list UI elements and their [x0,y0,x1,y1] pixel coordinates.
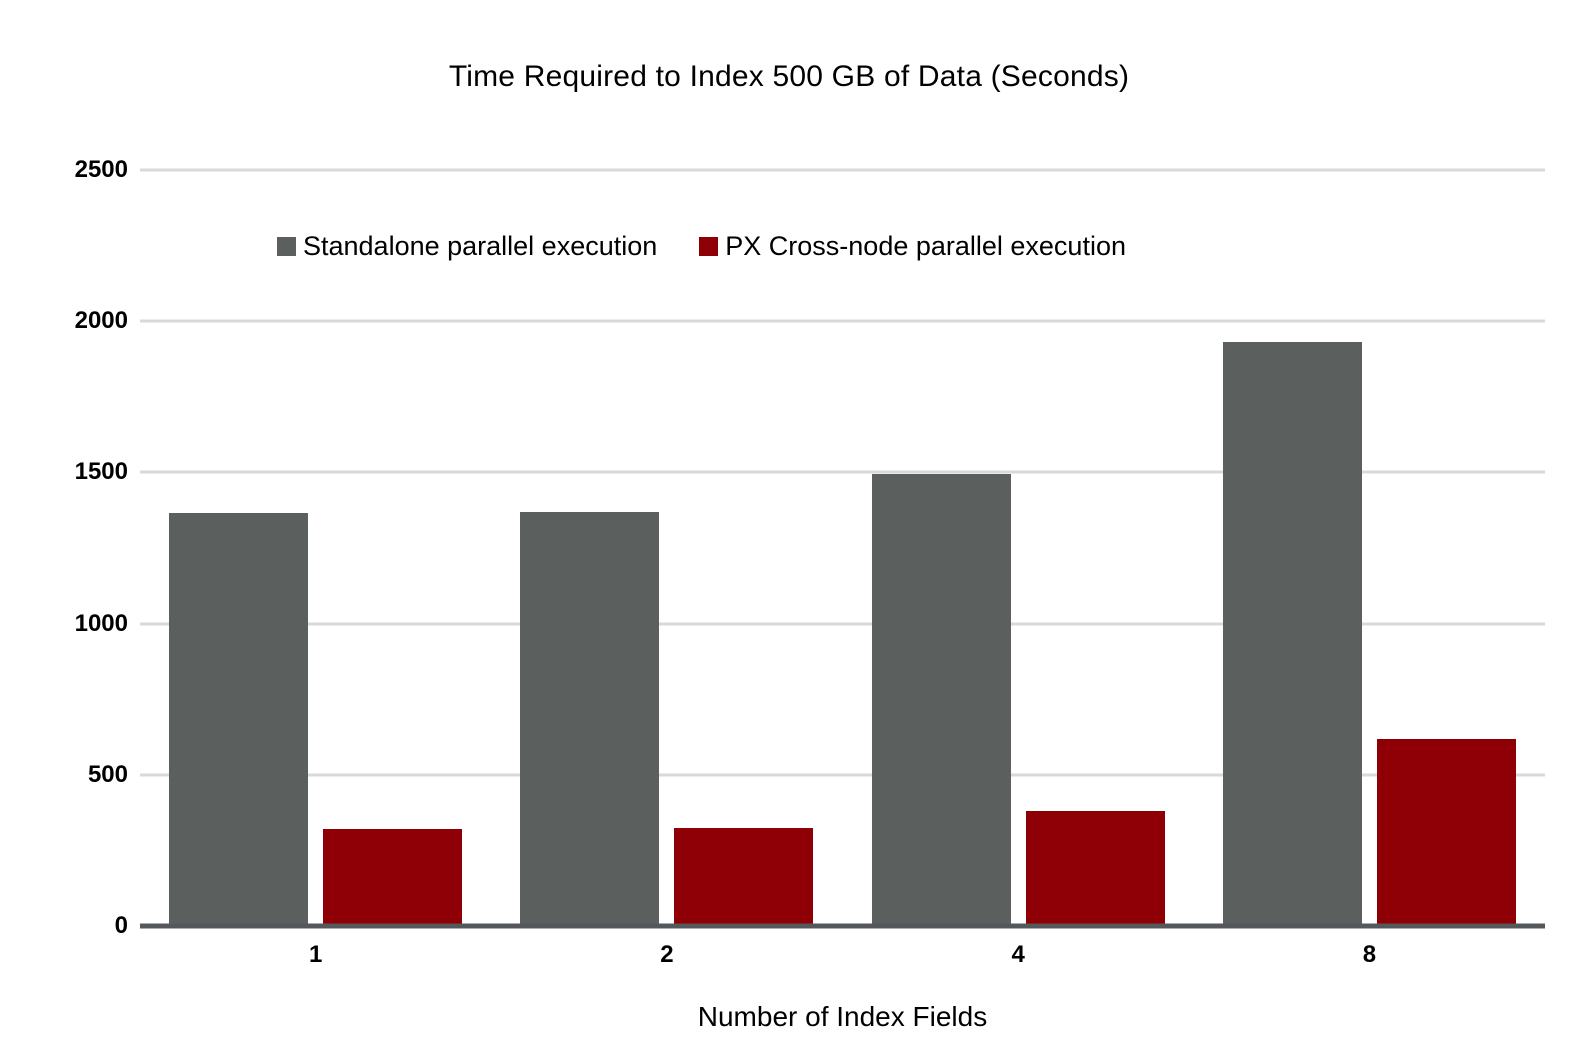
bar-group-4 [843,170,1194,926]
legend-item-px-cross-node: PX Cross-node parallel execution [699,231,1126,262]
y-gridline-2000 [140,319,1545,323]
legend-label-standalone: Standalone parallel execution [303,231,658,261]
bar-series-2-x-1 [323,829,463,926]
legend-swatch-px-cross-node-icon [699,237,719,256]
bar-series-1-x-8 [1222,342,1362,926]
x-axis-tick-labels: 1 2 4 8 [140,941,1545,969]
legend-swatch-standalone-icon [277,237,296,256]
chart-legend: Standalone parallel execution PX Cross-n… [277,231,1126,262]
y-gridline-2500 [140,168,1545,172]
y-tick-label-2500: 2500 [74,156,128,183]
y-tick-label-2000: 2000 [74,307,128,335]
x-tick-label-1: 1 [308,941,323,968]
x-axis-baseline [140,923,1545,929]
bar-series-2-x-4 [1025,811,1165,926]
plot-area: 0 500 1000 1500 2000 2500 [75,156,1545,939]
bar-series-1-x-4 [871,473,1011,926]
bar-group-8 [1194,170,1545,926]
y-tick-label-1500: 1500 [74,458,128,486]
bars-container [140,170,1545,926]
x-axis-title: Number of Index Fields [697,1001,988,1032]
bar-series-2-x-2 [674,827,814,926]
x-tick-label-2: 2 [660,941,674,968]
bar-series-1-x-1 [169,513,309,926]
legend-label-px-cross-node: PX Cross-node parallel execution [725,231,1126,261]
y-gridline-1500 [140,470,1545,474]
y-tick-label-500: 500 [87,760,128,788]
bar-group-2 [491,170,842,926]
y-tick-label-1000: 1000 [74,609,128,637]
y-gridline-500 [140,773,1545,777]
y-tick-label-0: 0 [114,912,128,939]
bar-group-1 [140,170,491,926]
x-tick-label-8: 8 [1362,941,1377,968]
x-tick-label-4: 4 [1011,941,1025,968]
legend-item-standalone: Standalone parallel execution [277,231,657,262]
y-gridline-1000 [140,622,1545,626]
bar-series-1-x-2 [520,511,660,926]
chart-title: Time Required to Index 500 GB of Data (S… [448,60,1130,93]
bar-series-2-x-8 [1376,738,1516,926]
